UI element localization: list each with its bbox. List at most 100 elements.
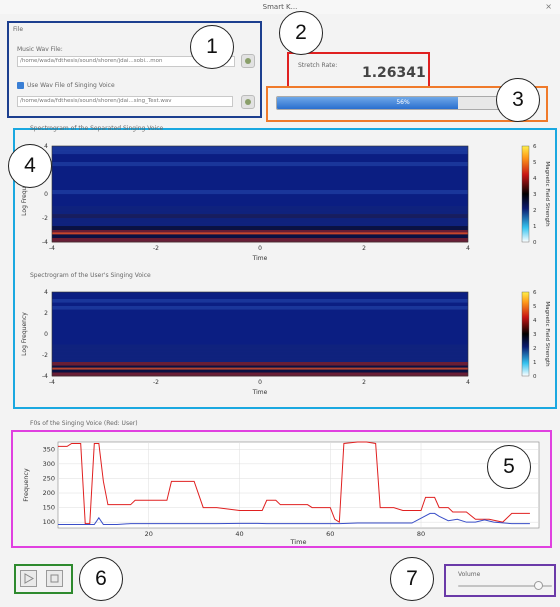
f0-plot-area [57,441,540,529]
spectrogram-band [52,232,468,235]
x-tick-label: -2 [153,245,159,252]
spectrogram-band [52,234,468,239]
y-tick-label: -2 [42,215,48,222]
spectrogram-band [52,365,468,370]
y-tick-label: 2 [44,310,48,317]
colorbar-tick-label: 3 [533,192,537,198]
y-tick-label: -2 [42,352,48,359]
x-tick-label: 4 [466,379,470,386]
y-tick-label: 100 [43,518,55,526]
singing-checkbox[interactable] [17,82,24,89]
colorbar [521,291,530,377]
y-tick-label: 4 [44,143,48,150]
play-button[interactable] [20,570,37,587]
colorbar-tick-label: 0 [533,374,537,380]
spectrogram1-title: Spectrogram of the Separated Singing Voi… [30,125,164,132]
progress-outline [266,86,548,122]
spectrogram-band [52,334,468,338]
progress-fill [277,97,459,109]
spectrogram-band [52,146,468,151]
progress-bar: 56% [276,96,530,110]
spectrogram-band [52,218,468,223]
colorbar-label: Magnetic Field Strength [544,161,550,227]
user-f0-line [58,441,530,525]
spectrogram-band [52,369,468,373]
play-icon [24,573,35,584]
spectrogram-frame [51,145,469,243]
spectrogram-band [52,150,468,155]
singing-checkbox-label: Use Wav File of Singing Voice [27,82,115,89]
callout-1: 1 [190,25,234,69]
x-tick-label: 80 [417,530,425,538]
x-tick-label: 2 [362,379,366,386]
y-tick-label: 0 [44,191,48,198]
volume-slider-track[interactable] [458,585,552,587]
spectrogram-band [52,226,468,231]
colorbar-tick-label: 4 [533,318,537,324]
spectrogram2-title: Spectrogram of the User's Singing Voice [30,272,151,279]
progress-label: 56% [396,99,410,106]
spectrogram-band [52,198,468,203]
spectrogram-band [52,202,468,207]
y-tick-label: -4 [42,239,48,246]
spectrogram-band [52,182,468,187]
volume-label: Volume [458,571,481,578]
spectrogram-band [52,178,468,183]
spectrogram-band [52,306,468,310]
spectrogram-band [52,323,468,328]
singing-file-input[interactable]: /home/wada/fdthesis/sound/shoren/jdai...… [17,96,233,107]
x-tick-label: 60 [326,530,334,538]
spectrogram-band [52,355,468,359]
colorbar-tick-label: 4 [533,176,537,182]
x-tick-label: -4 [49,379,55,386]
colorbar-tick-label: 2 [533,346,537,352]
y-axis-label: Frequency [22,468,30,502]
y-tick-label: -4 [42,373,48,380]
colorbar-label: Magnetic Field Strength [544,301,550,367]
close-icon[interactable]: × [545,2,552,11]
spectrogram-band [52,337,468,342]
reference-f0-line [58,512,530,526]
y-tick-label: 300 [43,460,55,468]
stop-button[interactable] [46,570,63,587]
volume-slider-knob[interactable] [533,581,543,590]
spectrogram-band [52,166,468,171]
colorbar-tick-label: 1 [533,224,537,230]
x-axis-label: Time [252,389,268,396]
spectrogram-frame [51,291,469,377]
spectrogram-band [52,186,468,191]
spectrogram-band [52,206,468,211]
spectrogram-band [52,344,468,349]
callout-3: 3 [496,78,540,122]
callout-4: 4 [8,144,52,188]
singing-file-browse-button[interactable] [241,95,255,109]
colorbar-tick-label: 5 [533,304,537,310]
music-file-browse-button[interactable] [241,54,255,68]
volume-outline [444,564,556,597]
folder-icon [245,99,251,105]
y-tick-label: 250 [43,474,55,482]
callout-6: 6 [79,557,123,601]
file-section-outline [7,21,262,118]
spectrogram-band [52,158,468,163]
spectrogram-band [52,222,468,227]
spectrogram-band [52,348,468,352]
stretch-rate-label: Stretch Rate: [298,62,338,69]
music-file-input[interactable]: /home/wada/fdthesis/sound/shoren/jdai...… [17,56,235,67]
spectrogram-band [52,230,468,235]
colorbar-tick-label: 3 [533,332,537,338]
y-axis-label: Log Frequency [21,172,28,216]
spectrogram-band [52,341,468,345]
colorbar-tick-label: 6 [533,290,537,296]
x-tick-label: 4 [466,245,470,252]
callout-7: 7 [390,557,434,601]
f0-chart: 100 150 200 250 300 350 20 40 60 80 Time Frequency [22,441,540,546]
colorbar-tick-label: 0 [533,240,537,246]
y-tick-label: 200 [43,489,55,497]
folder-icon [245,58,251,64]
spectrogram-band [52,367,468,370]
spectrogram2-plot: 4 2 0 -2 -4-4 -2 0 2 4 Time Log Frequency 6 5 4 3 2 1 0 Ma… [21,289,550,396]
x-tick-label: -2 [153,379,159,386]
stretch-rate-value: 1.26341 [362,65,426,81]
